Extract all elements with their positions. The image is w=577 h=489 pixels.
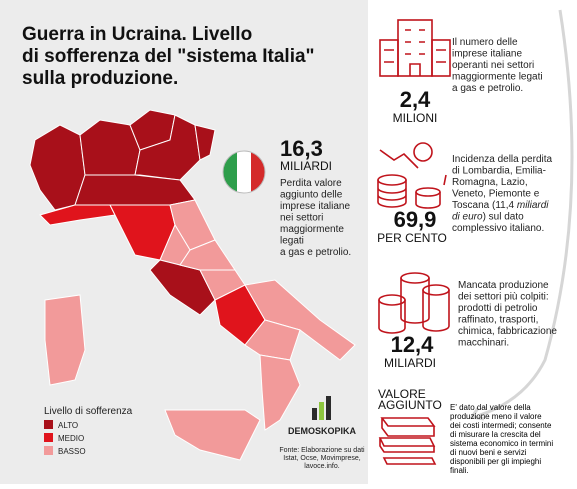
definition-text: finali.: [450, 466, 469, 475]
region: [74, 174, 196, 206]
stat-text: Perdita valore: [280, 178, 342, 189]
stat-text: a gas e petrolio.: [452, 83, 523, 94]
right-panel: [368, 0, 577, 484]
source-text: Fonte: Elaborazione su dati: [279, 447, 365, 454]
stat-text: nei settori: [280, 213, 323, 224]
legend-swatch: [44, 433, 53, 442]
icon-coins: [377, 142, 447, 209]
stat-text-part: ) sul dato: [483, 212, 525, 223]
icon-barrels: [378, 272, 450, 334]
stat-text-part: Toscana (11,4: [452, 200, 517, 211]
arrow-head: [469, 407, 485, 421]
stat-number: 12,4: [391, 332, 435, 357]
title-line: sulla produzione.: [22, 68, 178, 89]
stat-text: raffinato, trasporti,: [458, 315, 538, 326]
stat-number: 69,9: [394, 207, 437, 232]
stat-text: maggiormente legati: [452, 72, 543, 83]
flag: [222, 150, 266, 194]
stat-text: operanti nei settori: [452, 60, 534, 71]
stat-unit: MILIONI: [393, 111, 438, 125]
legend-title: Livello di sofferenza: [44, 406, 133, 417]
definition-text: sistema economico in termini: [450, 439, 553, 448]
definition-title: VALORE: [378, 387, 426, 401]
definition-text: disponibili per gli impieghi: [450, 457, 541, 466]
stat-unit: MILIARDI: [384, 356, 436, 370]
icon-books: [378, 417, 437, 465]
stat-number: 2,4: [400, 87, 431, 112]
region: [259, 354, 301, 431]
definition-text: E' dato dal valore della: [450, 403, 531, 412]
legend-swatch: [44, 446, 53, 455]
definition-text: di misurare la crescita del: [450, 430, 541, 439]
legend-swatch: [44, 420, 53, 429]
logo-mark: [312, 396, 331, 420]
curved-arrow: [479, 9, 574, 417]
stat-unit: PER CENTO: [377, 231, 447, 245]
stat-number: 16,3: [280, 136, 323, 161]
definition-text: di nuovi beni e servizi: [450, 448, 527, 457]
stat-text: imprese italiane: [452, 49, 522, 60]
stat-text: aggiunto delle: [280, 190, 343, 201]
stat-text-italic: miliardi: [517, 200, 549, 211]
region: [44, 294, 86, 386]
definition-text: dei costi intermedi; consente: [450, 421, 552, 430]
stat-text: Veneto, Piemonte e: [452, 189, 540, 200]
region: [164, 409, 261, 461]
stat-text: Mancata produzione: [458, 280, 549, 291]
definition-text: produzione meno il valore: [450, 412, 542, 421]
stat-text: prodotti di petrolio: [458, 303, 538, 314]
stat-text: macchinari.: [458, 338, 509, 349]
stat-unit: MILIARDI: [280, 159, 332, 173]
stat-text: Incidenza della perdita: [452, 154, 553, 165]
stat-text: Il numero delle: [452, 37, 518, 48]
stat-text: dei settori più colpiti:: [458, 292, 549, 303]
legend-label: ALTO: [58, 421, 78, 430]
stat-text: imprese italiane: [280, 201, 350, 212]
stat-text: legati: [280, 236, 304, 247]
stat-text: maggiormente: [280, 224, 344, 235]
region: [194, 124, 216, 161]
stat-text: Toscana (11,4 miliardi: [452, 200, 549, 211]
legend-label: BASSO: [58, 447, 86, 456]
legend-label: MEDIO: [58, 434, 84, 443]
icon-building: [379, 19, 451, 77]
title-line: Guerra in Ucraina. Livello: [22, 24, 252, 45]
stat-text: Romagna, Lazio,: [452, 177, 528, 188]
logo-name: DEMOSKOPIKA: [288, 426, 357, 436]
stat-text: a gas e petrolio.: [280, 247, 351, 258]
source-text: lavoce.info.: [304, 463, 339, 470]
title-line: di sofferenza del "sistema Italia": [22, 46, 315, 67]
definition-title: AGGIUNTO: [378, 398, 442, 412]
map: [29, 109, 356, 461]
stat-text: di euro) sul dato: [452, 212, 524, 223]
stat-text: di Lombardia, Emilia-: [452, 166, 546, 177]
source-text: Istat, Ocse, Movimprese,: [283, 455, 360, 462]
stat-text: complessivo italiano.: [452, 223, 544, 234]
stat-text: chimica, fabbricazione: [458, 326, 557, 337]
stat-text-italic: di euro: [452, 212, 483, 223]
